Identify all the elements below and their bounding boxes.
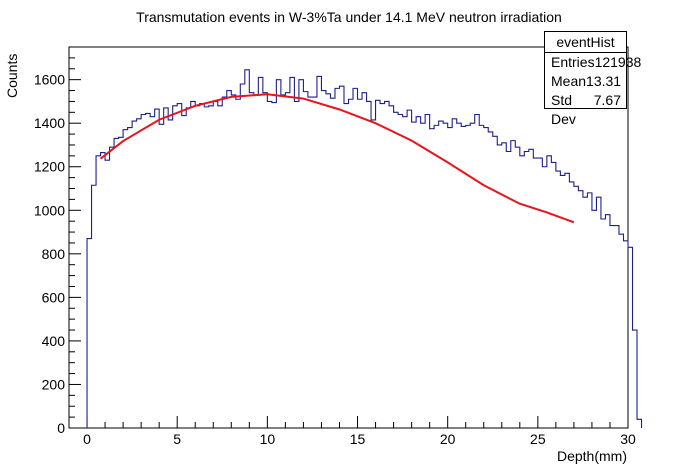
y-tick-label: 600	[42, 289, 66, 305]
stats-label: Mean	[551, 73, 587, 89]
stats-label: Std Dev	[551, 92, 576, 127]
y-axis: 0 200 400 600 800 1000 1200 1400 1600	[34, 46, 81, 436]
histogram-series	[86, 69, 643, 428]
y-axis-label: Counts	[4, 54, 20, 98]
y-tick-label: 1200	[34, 159, 65, 175]
y-tick-label: 1600	[34, 72, 65, 88]
x-tick-label: 0	[83, 431, 91, 447]
stats-row-mean: Mean 13.31	[545, 72, 626, 91]
y-tick-label: 0	[57, 420, 65, 436]
stats-row-stddev: Std Dev 7.67	[545, 91, 626, 127]
stats-box: eventHist Entries 121938 Mean 13.31 Std …	[544, 31, 641, 127]
fit-curve	[99, 93, 575, 224]
stats-value: 13.31	[586, 73, 622, 89]
stats-value: 7.67	[593, 92, 621, 108]
y-tick-label: 1400	[34, 115, 65, 131]
stats-label: Entries	[551, 54, 595, 70]
y-tick-label: 200	[42, 376, 66, 392]
y-tick-label: 1000	[34, 202, 65, 218]
x-tick-label: 5	[173, 431, 181, 447]
x-tick-label: 30	[620, 431, 636, 447]
y-tick-label: 800	[42, 246, 66, 262]
chart-title: Transmutation events in W-3%Ta under 14.…	[136, 9, 562, 25]
stats-row-entries: Entries 121938	[545, 53, 641, 72]
x-tick-label: 25	[530, 431, 546, 447]
x-tick-label: 10	[260, 431, 276, 447]
x-tick-label: 15	[350, 431, 366, 447]
x-tick-label: 20	[440, 431, 456, 447]
stats-title: eventHist	[545, 32, 626, 53]
y-tick-label: 400	[42, 333, 66, 349]
plot-frame	[68, 46, 629, 429]
x-axis-label: Depth(mm)	[557, 448, 627, 464]
stats-value: 121938	[594, 54, 642, 70]
x-axis: 0 5 10 15 20 25 30	[68, 416, 636, 447]
